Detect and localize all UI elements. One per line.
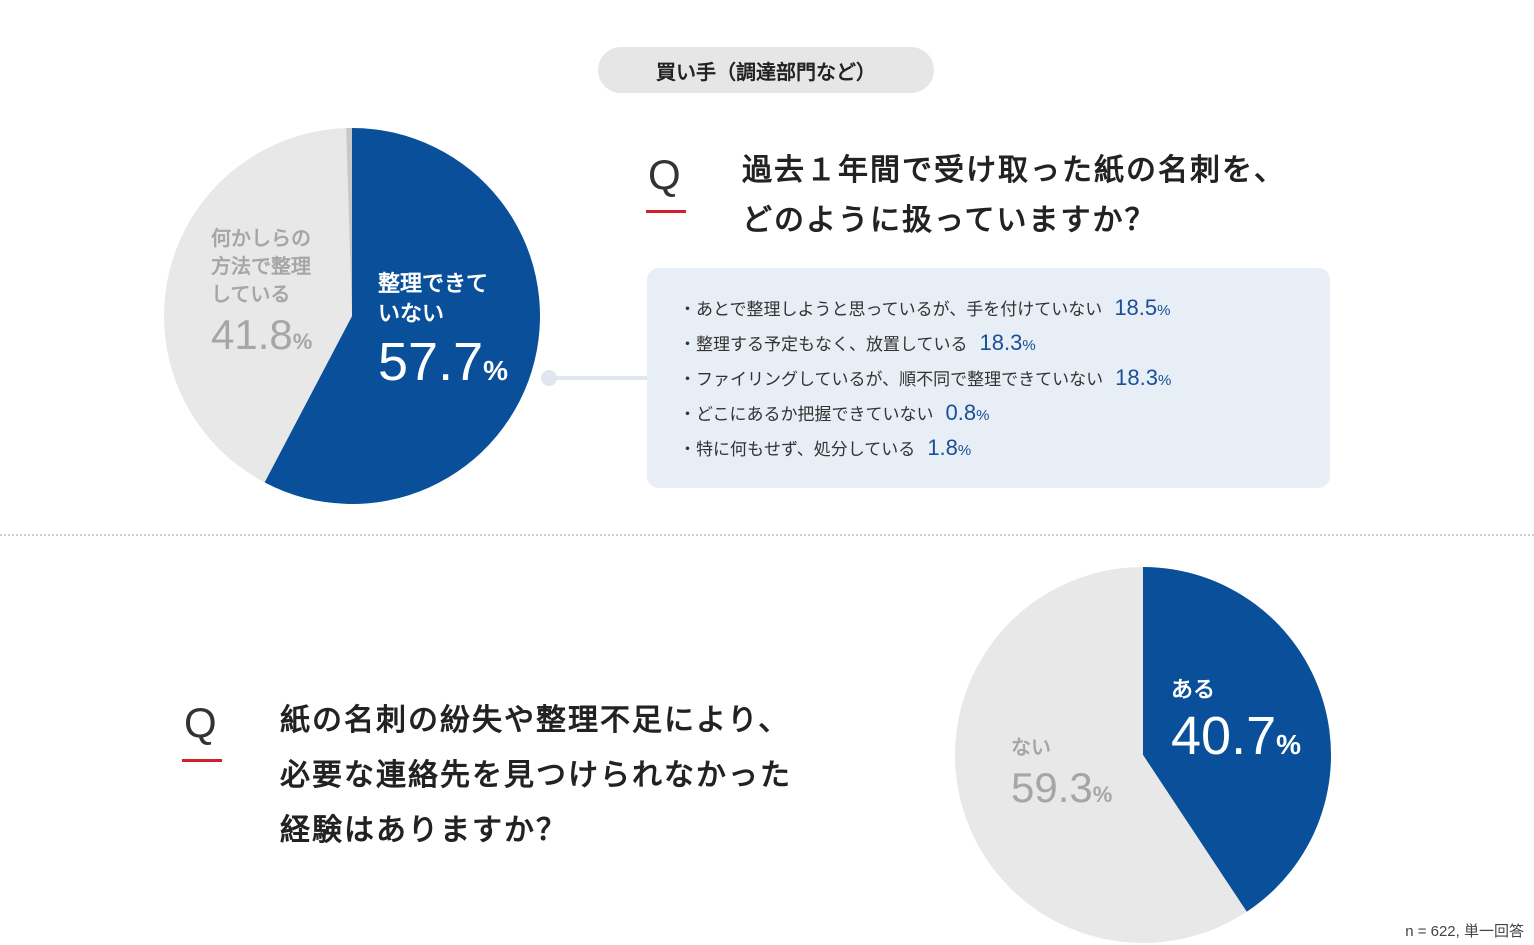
q2-q-mark: Q — [184, 699, 217, 746]
breakdown-item: ・どこにあるか把握できていない 0.8% — [679, 395, 1330, 430]
q1-question-line: どのように扱っていますか？ — [742, 203, 1157, 238]
q2-red-underline — [182, 759, 222, 762]
pie1-slice1-label-line: している — [211, 282, 291, 306]
pie-chart-card-handling — [163, 127, 541, 505]
breakdown-item-value: 18.5 — [1114, 294, 1158, 320]
breakdown-item-label: ・ファイリングしているが、順不同で整理できていない — [679, 370, 1104, 390]
q1-q-mark: Q — [648, 151, 681, 198]
pie1-slice1-label-line: 方法で整理 — [211, 254, 311, 278]
pie2-slice1-unit: % — [1092, 782, 1113, 807]
respondent-group-pill: 買い手（調達部門など） — [598, 47, 934, 93]
pie1-slice0-unit: % — [483, 355, 509, 386]
breakdown-item: ・あとで整理しようと思っているが、手を付けていない 18.5% — [679, 290, 1330, 325]
q2-question-line: 経験はありますか？ — [280, 813, 568, 848]
pie1-slice1-label-line: 何かしらの — [211, 226, 311, 250]
pie2-slice-1 — [955, 567, 1247, 943]
pie1-slice1-value: 41.8 — [211, 311, 293, 358]
pie1-slice1-unit: % — [292, 329, 313, 354]
pie2-label-yes: ある 40.7% — [1171, 676, 1301, 776]
pie1-slice-0 — [264, 128, 541, 505]
breakdown-item-label: ・特に何もせず、処分している — [679, 440, 916, 460]
breakdown-item: ・特に何もせず、処分している 1.8% — [679, 430, 1330, 465]
section-divider — [0, 534, 1534, 536]
pie2-slice0-value: 40.7 — [1171, 706, 1277, 766]
breakdown-item: ・ファイリングしているが、順不同で整理できていない 18.3% — [679, 360, 1330, 395]
breakdown-item-label: ・整理する予定もなく、放置している — [679, 335, 968, 355]
q1-red-underline — [646, 210, 686, 213]
pie2-slice1-value: 59.3 — [1011, 764, 1093, 811]
pie2-slice1-label-line: ない — [1011, 735, 1051, 759]
breakdown-item-unit: % — [957, 441, 972, 459]
pie2-label-no: ない 59.3% — [1011, 733, 1112, 820]
pie1-slice-1 — [163, 128, 352, 483]
pie1-slice0-value: 57.7 — [378, 332, 484, 392]
pie1-label-not-organized: 整理できて いない 57.7% — [378, 270, 508, 402]
pie2-slice-0 — [1143, 567, 1332, 912]
connector-line — [556, 376, 648, 380]
pie1-slice0-label-line: 整理できて — [378, 272, 489, 297]
breakdown-item-value: 18.3 — [979, 329, 1023, 355]
sample-size-note: n = 622, 単一回答 — [1405, 923, 1524, 940]
breakdown-item-unit: % — [1157, 301, 1171, 319]
breakdown-item-value: 1.8 — [927, 434, 958, 460]
connector-dot — [541, 370, 557, 386]
breakdown-item-value: 0.8 — [945, 399, 977, 425]
pie1-label-organized: 何かしらの 方法で整理 している 41.8% — [211, 224, 312, 367]
q1-question-text: 過去１年間で受け取った紙の名刺を、 どのように扱っていますか？ — [742, 146, 1286, 246]
pie-chart-lost-contact-experience — [955, 567, 1332, 943]
q2-question-line: 紙の名刺の紛失や整理不足により、 — [280, 703, 791, 738]
breakdown-item-unit: % — [1157, 371, 1172, 389]
breakdown-item-label: ・どこにあるか把握できていない — [679, 405, 934, 425]
pie1-slice-2 — [346, 127, 352, 317]
pie1-slice0-label-line: いない — [378, 302, 445, 327]
q1-question-line: 過去１年間で受け取った紙の名刺を、 — [742, 153, 1286, 188]
breakdown-item-unit: % — [1022, 336, 1036, 354]
pie2-slice0-unit: % — [1276, 729, 1302, 760]
q2-question-line: 必要な連絡先を見つけられなかった — [280, 758, 792, 793]
pie2-slice0-label-line: ある — [1171, 678, 1216, 703]
breakdown-item-unit: % — [976, 406, 990, 424]
breakdown-item-value: 18.3 — [1115, 364, 1158, 390]
breakdown-box: ・あとで整理しようと思っているが、手を付けていない 18.5% ・整理する予定も… — [647, 268, 1330, 488]
breakdown-item: ・整理する予定もなく、放置している 18.3% — [679, 325, 1330, 360]
breakdown-item-label: ・あとで整理しようと思っているが、手を付けていない — [679, 300, 1103, 320]
q2-question-text: 紙の名刺の紛失や整理不足により、 必要な連絡先を見つけられなかった 経験はありま… — [280, 693, 792, 858]
